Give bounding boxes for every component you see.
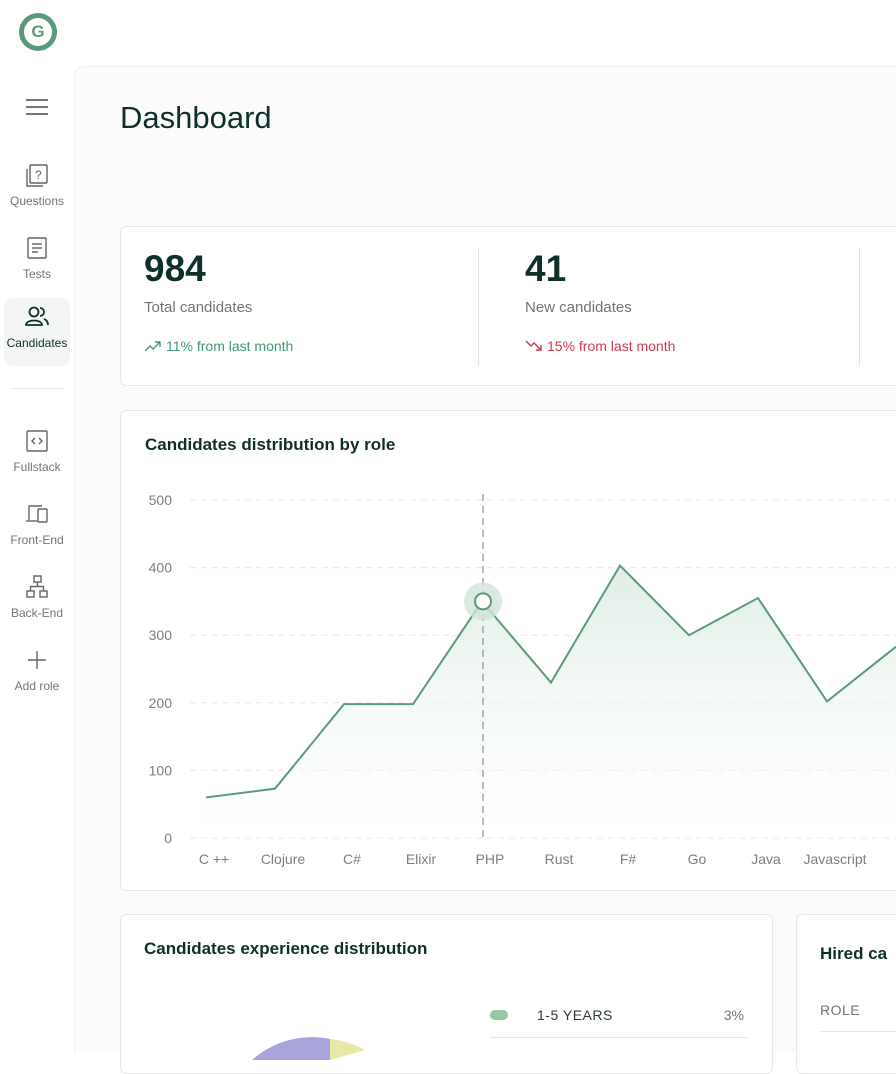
trend-up: 11% from last month [144,338,293,354]
hierarchy-icon [26,575,48,598]
x-tick-label: Elixir [406,851,437,867]
stat-total-candidates: 984 Total candidates 11% from last month [144,250,293,354]
sidebar-item-label: Add role [14,679,60,693]
legend-label: 1-5 YEARS [537,1007,613,1023]
sidebar-item-questions[interactable]: ? Questions [4,156,70,218]
plus-icon [28,651,46,669]
stat-label: Total candidates [144,299,253,316]
svg-text:?: ? [35,168,42,182]
sidebar-item-front-end[interactable]: Front-End [4,495,70,557]
hired-title: Hired ca [820,944,888,963]
sidebar-item-candidates[interactable]: Candidates [4,298,70,366]
trend-text: 15% from last month [547,338,676,354]
divider [12,388,63,389]
question-icon: ? [26,164,48,187]
legend-row: 1-5 YEARS 3% [490,1006,748,1038]
stat-value: 41 [525,248,567,289]
sidebar-item-tests[interactable]: Tests [4,229,70,291]
logo[interactable]: G [19,13,57,51]
x-tick-label: Rust [545,851,574,867]
sidebar-item-label: Questions [9,194,65,208]
y-tick-label: 400 [149,560,173,576]
trend-text: 11% from last month [166,338,294,354]
y-tick-label: 300 [149,627,173,643]
x-tick-label: Clojure [261,851,306,867]
hired-card [796,914,896,1074]
trend-down: 15% from last month [525,338,675,354]
experience-title: Candidates experience distribution [144,939,428,958]
stat-value: 984 [144,248,206,289]
x-tick-label: PHP [476,851,505,867]
users-icon [25,306,49,326]
legend-swatch [490,1010,508,1020]
x-tick-label: C# [343,851,361,867]
document-icon [27,237,47,259]
sidebar-item-label: Tests [22,267,51,281]
experience-pie [252,1037,365,1060]
legend-value: 3% [723,1007,744,1023]
y-tick-label: 100 [149,762,173,778]
stat-label: New candidates [525,299,632,316]
chart-area [206,565,896,838]
logo-letter: G [24,18,52,46]
add-role-button[interactable]: Add role [4,641,70,703]
pie-slice [330,1039,365,1060]
stats-card [120,226,896,386]
y-tick-label: 500 [149,492,173,508]
table-divider [820,1031,896,1032]
sidebar-item-label: Fullstack [13,460,61,474]
menu-icon[interactable] [26,99,48,117]
stat-new-candidates: 41 New candidates 15% from last month [525,250,675,354]
x-tick-label: Go [688,851,707,867]
x-tick-label: C ++ [199,851,229,867]
devices-icon [26,505,48,523]
sidebar: G ? Questions Tests Candidates Fullstack… [0,0,74,1052]
trend-down-icon [525,340,542,351]
y-tick-label: 0 [164,830,172,846]
sidebar-item-fullstack[interactable]: Fullstack [4,422,70,484]
sidebar-item-label: Candidates [6,336,68,350]
chart-title: Candidates distribution by role [145,435,396,454]
page-title: Dashboard [120,100,272,135]
experience-card [120,914,773,1074]
trend-up-icon [144,341,161,352]
pie-slice [252,1037,330,1060]
column-header-role: ROLE [820,1002,861,1018]
sidebar-item-label: Front-End [10,533,64,547]
stat-divider [478,248,479,366]
x-tick-label: F# [620,851,637,867]
chart-series-line [205,563,896,799]
x-tick-label: Java [751,851,781,867]
code-icon [26,430,48,452]
sidebar-item-back-end[interactable]: Back-End [4,568,70,630]
x-tick-label: Javascript [803,851,866,867]
highlight-point[interactable] [474,592,492,611]
y-tick-label: 200 [149,695,173,711]
role-distribution-chart: 500 400 300 200 100 0 C ++ Clojure C# Elixir PHP R… [149,492,896,867]
sidebar-item-label: Back-End [10,606,64,620]
stat-divider [859,248,860,366]
